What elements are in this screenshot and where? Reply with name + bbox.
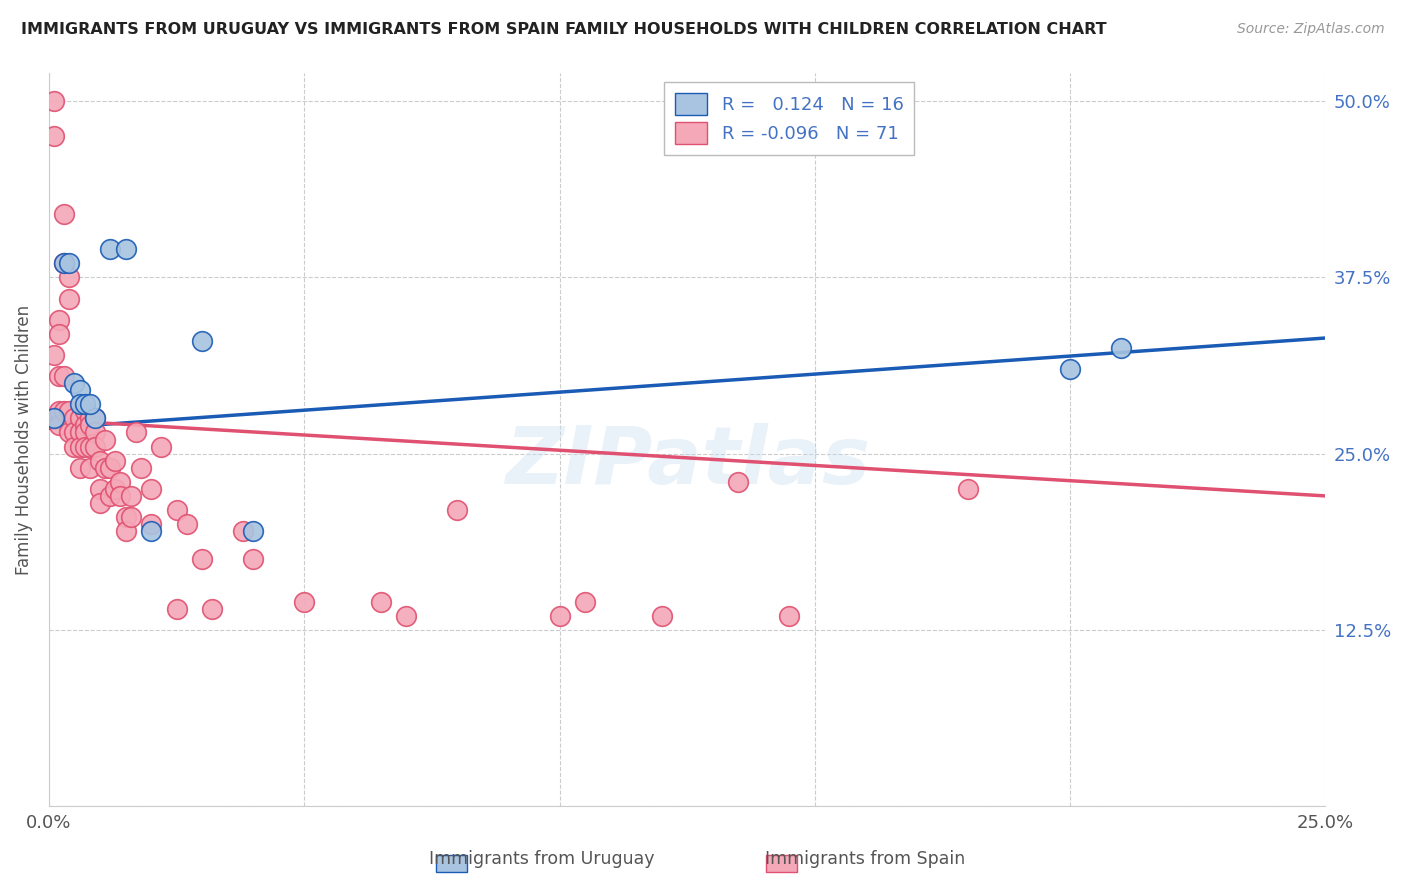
Point bbox=[58, 404, 80, 418]
Point bbox=[48, 326, 70, 341]
Point bbox=[79, 411, 101, 425]
Point bbox=[69, 411, 91, 425]
Point bbox=[69, 440, 91, 454]
Point bbox=[201, 601, 224, 615]
Point bbox=[125, 425, 148, 440]
Point bbox=[53, 369, 76, 384]
Point bbox=[48, 312, 70, 326]
Legend: R =   0.124   N = 16, R = -0.096   N = 71: R = 0.124 N = 16, R = -0.096 N = 71 bbox=[664, 82, 914, 155]
Point bbox=[89, 453, 111, 467]
Point bbox=[53, 404, 76, 418]
Point bbox=[79, 397, 101, 411]
Point bbox=[73, 425, 96, 440]
Point bbox=[292, 594, 315, 608]
Point bbox=[58, 292, 80, 306]
Point bbox=[84, 411, 107, 425]
Point bbox=[73, 397, 96, 411]
Point bbox=[69, 383, 91, 397]
Text: Immigrants from Spain: Immigrants from Spain bbox=[765, 850, 965, 868]
Point bbox=[176, 517, 198, 532]
Point bbox=[114, 510, 136, 524]
Point bbox=[242, 552, 264, 566]
Point bbox=[89, 496, 111, 510]
Point bbox=[63, 376, 86, 391]
Point bbox=[94, 433, 117, 447]
Point bbox=[94, 460, 117, 475]
Point bbox=[63, 425, 86, 440]
Point bbox=[120, 489, 142, 503]
Point bbox=[956, 482, 979, 496]
Point bbox=[166, 601, 188, 615]
Point bbox=[89, 482, 111, 496]
Point bbox=[110, 489, 132, 503]
Point bbox=[139, 482, 162, 496]
Point bbox=[84, 411, 107, 425]
Point bbox=[58, 256, 80, 270]
Point bbox=[48, 369, 70, 384]
Point bbox=[42, 348, 65, 362]
Point bbox=[120, 510, 142, 524]
Point bbox=[58, 270, 80, 285]
Point bbox=[1109, 341, 1132, 355]
Point bbox=[446, 503, 468, 517]
Point bbox=[84, 425, 107, 440]
Point bbox=[139, 524, 162, 538]
Point bbox=[778, 608, 800, 623]
Point bbox=[166, 503, 188, 517]
Text: IMMIGRANTS FROM URUGUAY VS IMMIGRANTS FROM SPAIN FAMILY HOUSEHOLDS WITH CHILDREN: IMMIGRANTS FROM URUGUAY VS IMMIGRANTS FR… bbox=[21, 22, 1107, 37]
Point bbox=[232, 524, 254, 538]
Point bbox=[58, 425, 80, 440]
Point bbox=[69, 397, 91, 411]
Point bbox=[73, 404, 96, 418]
Point bbox=[242, 524, 264, 538]
Point bbox=[574, 594, 596, 608]
Point bbox=[191, 552, 214, 566]
Point bbox=[114, 524, 136, 538]
Point bbox=[150, 440, 173, 454]
Point bbox=[42, 129, 65, 144]
Point bbox=[370, 594, 392, 608]
Point bbox=[69, 460, 91, 475]
Point bbox=[79, 418, 101, 433]
Point bbox=[73, 418, 96, 433]
Point bbox=[63, 440, 86, 454]
Point bbox=[69, 425, 91, 440]
Point bbox=[79, 460, 101, 475]
Point bbox=[84, 440, 107, 454]
Point bbox=[651, 608, 673, 623]
Point bbox=[42, 94, 65, 108]
Point bbox=[114, 242, 136, 256]
Point bbox=[53, 256, 76, 270]
Point bbox=[548, 608, 571, 623]
Text: Immigrants from Uruguay: Immigrants from Uruguay bbox=[429, 850, 654, 868]
Point bbox=[395, 608, 418, 623]
Point bbox=[191, 334, 214, 348]
Text: Source: ZipAtlas.com: Source: ZipAtlas.com bbox=[1237, 22, 1385, 37]
Point bbox=[53, 256, 76, 270]
Point bbox=[42, 411, 65, 425]
Point bbox=[139, 517, 162, 532]
Point bbox=[727, 475, 749, 489]
Point bbox=[79, 440, 101, 454]
Point bbox=[98, 460, 121, 475]
Text: ZIPatlas: ZIPatlas bbox=[505, 423, 870, 500]
Point bbox=[53, 207, 76, 221]
Point bbox=[104, 482, 127, 496]
Point bbox=[1059, 362, 1081, 376]
Point bbox=[98, 242, 121, 256]
Point bbox=[48, 404, 70, 418]
Point bbox=[73, 440, 96, 454]
Point bbox=[63, 411, 86, 425]
Point bbox=[110, 475, 132, 489]
Point bbox=[104, 453, 127, 467]
Y-axis label: Family Households with Children: Family Households with Children bbox=[15, 304, 32, 574]
Point bbox=[129, 460, 152, 475]
Point bbox=[48, 418, 70, 433]
Point bbox=[98, 489, 121, 503]
